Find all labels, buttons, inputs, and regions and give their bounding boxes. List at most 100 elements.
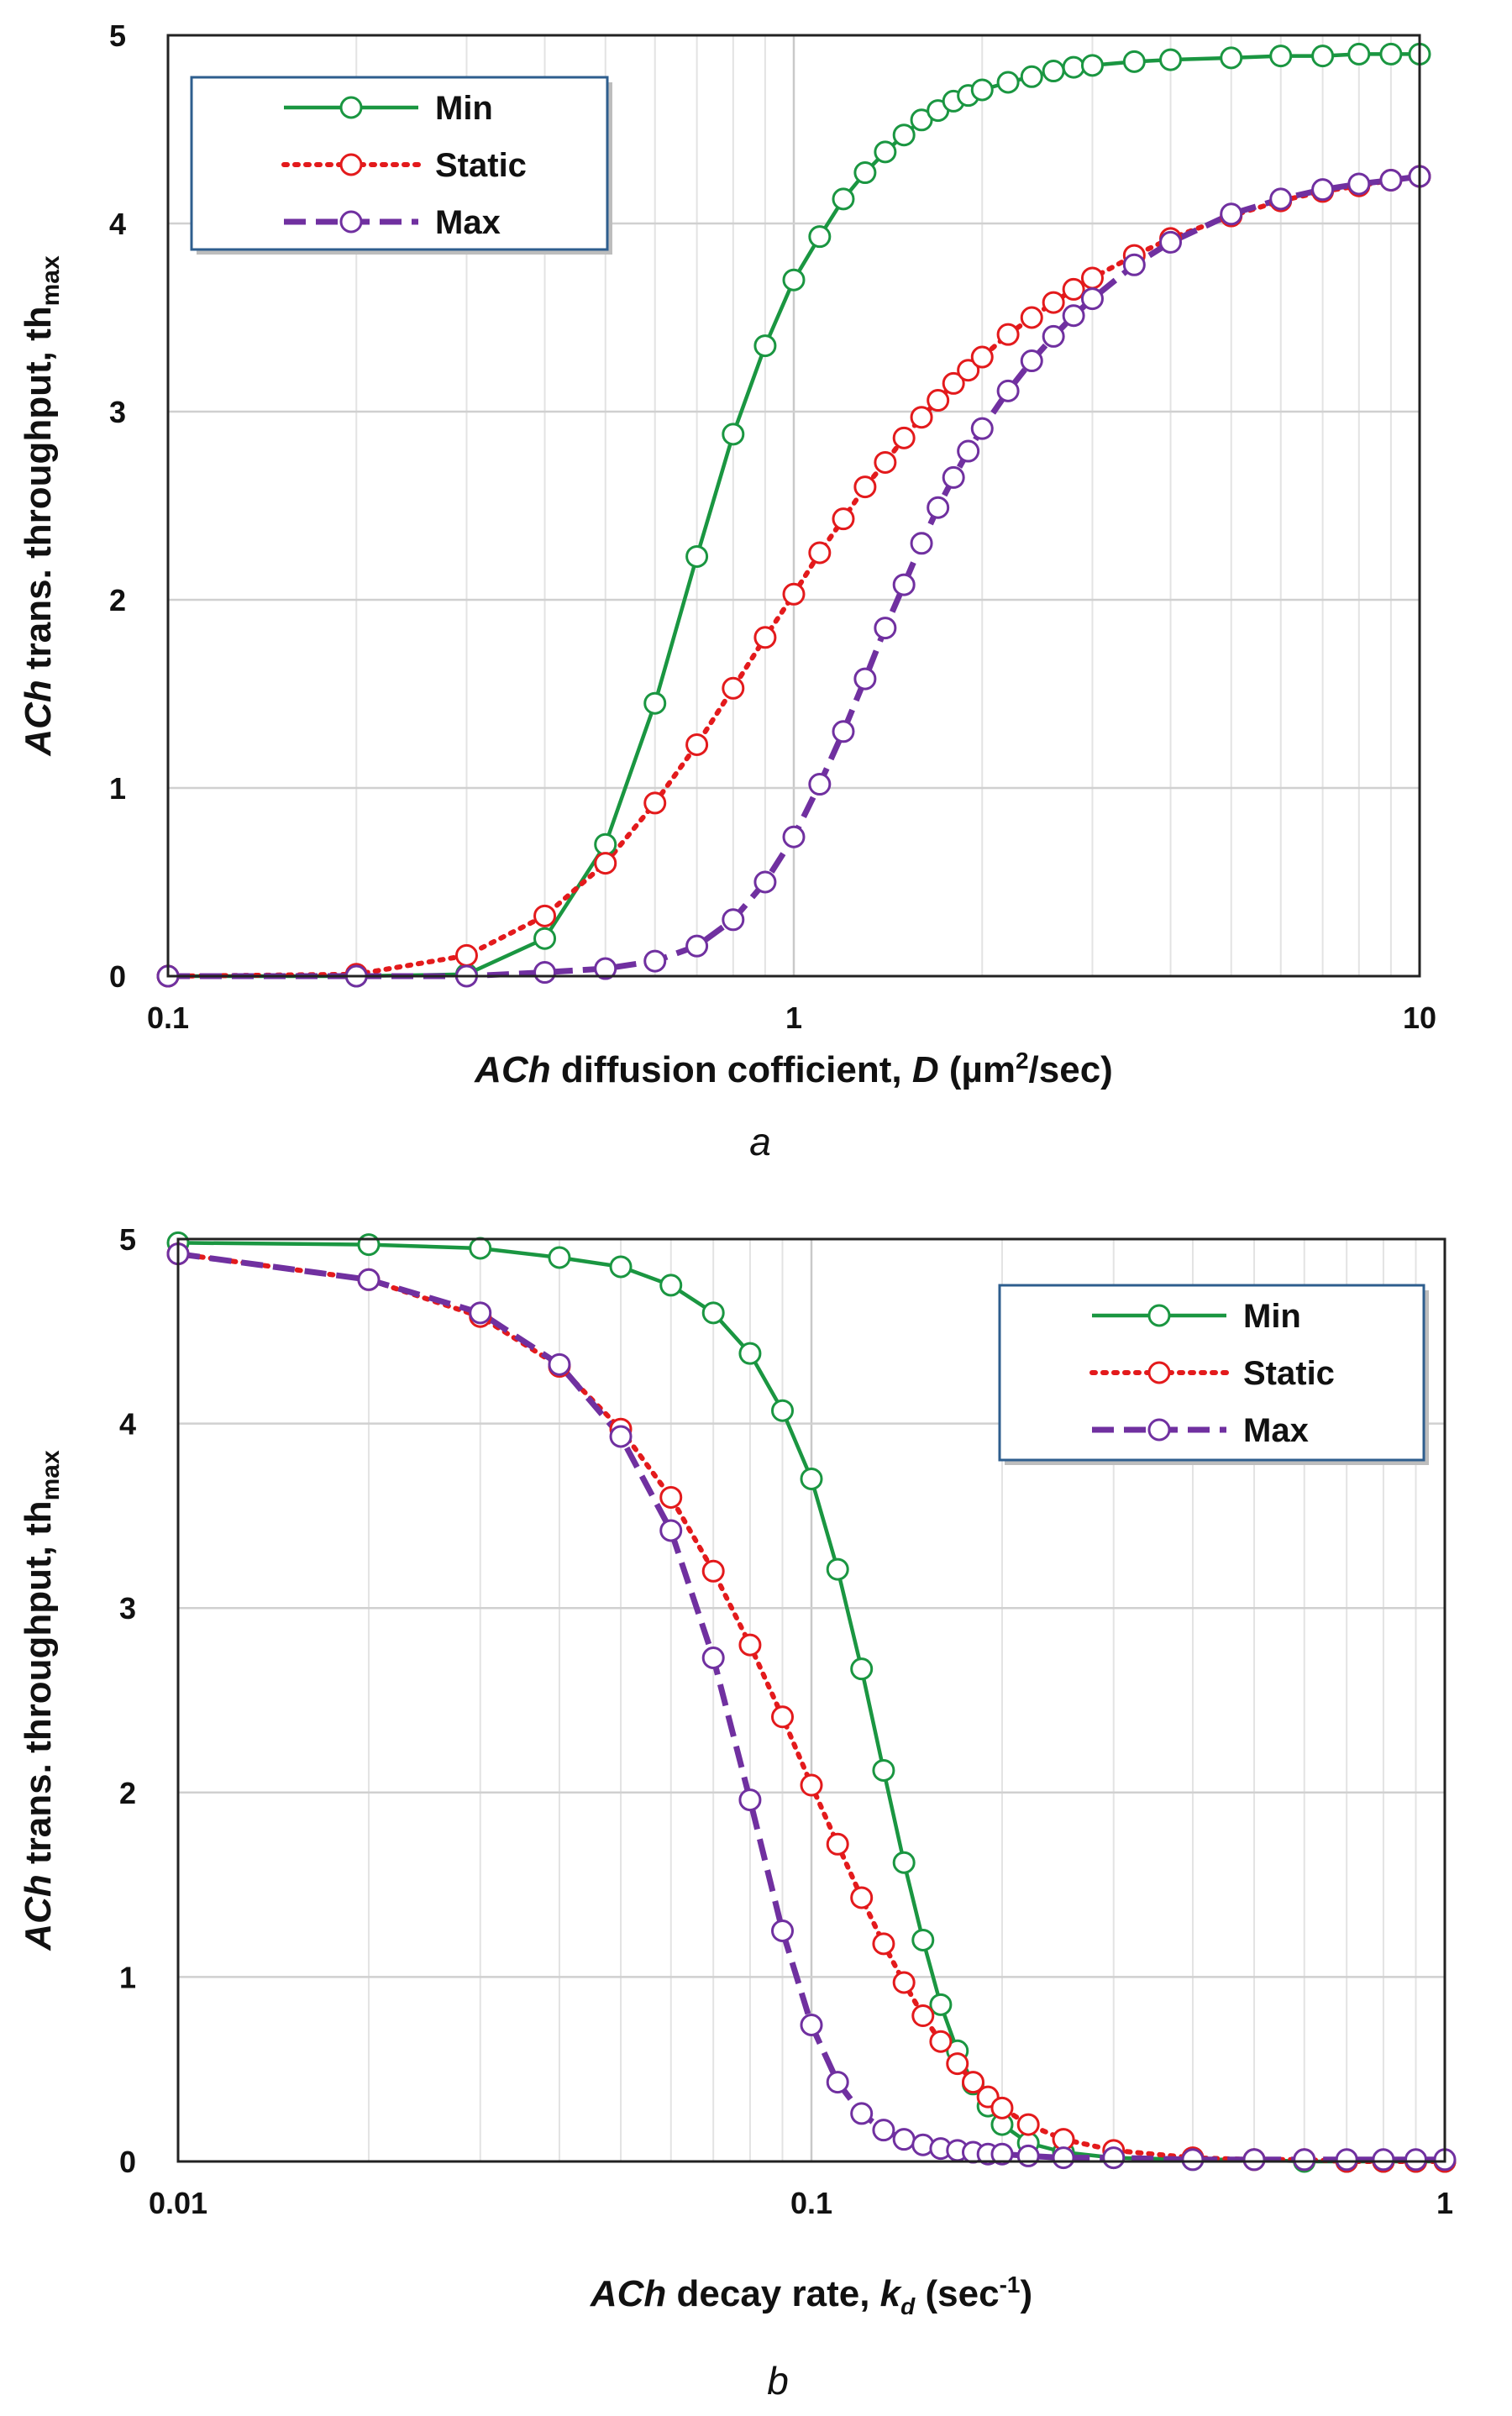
data-point-min [1220,46,1243,70]
data-point-static [853,475,877,499]
legend-label-max: Max [435,204,501,241]
data-point-max [990,2142,1014,2166]
legend-marker-min [339,96,363,119]
x-tick-label: 0.1 [790,2186,832,2220]
data-point-max [685,934,709,958]
y-axis-label: ACh trans. throughput, thmax [18,255,65,757]
data-point-max [738,1788,762,1812]
data-point-min [892,1851,916,1874]
data-point-static [782,582,806,606]
data-point-min [782,268,806,291]
data-point-min [911,1928,935,1951]
data-point-static [832,507,855,531]
data-point-max [533,961,557,985]
y-tick-label: 5 [109,18,126,53]
data-point-static [701,1559,725,1583]
data-point-max [1372,2148,1395,2172]
data-point-min [722,423,745,446]
data-point-min [996,71,1020,94]
data-point-static [594,852,617,875]
data-point-static [892,1971,916,1994]
data-point-min [800,1467,823,1490]
data-point-max [957,439,980,463]
data-point-min [738,1342,762,1365]
data-point-min [1311,45,1335,68]
data-point-min [1159,48,1183,71]
data-point-max [892,573,916,596]
x-axis-label: ACh decay rate, kd (sec-1) [590,2272,1032,2319]
data-point-max [832,720,855,743]
data-point-max [722,908,745,932]
data-point-static [643,791,667,815]
data-point-min [469,1237,492,1260]
data-point-max [357,1268,381,1291]
data-point-static [872,1932,895,1956]
data-point-static [910,406,933,429]
data-point-min [659,1274,683,1297]
x-tick-label: 10 [1403,1001,1436,1035]
data-point-max [1335,2148,1358,2172]
data-point-static [874,450,897,474]
data-point-max [770,1920,794,1942]
data-point-min [1042,60,1065,83]
data-point-min [357,1233,381,1257]
data-point-static [1042,291,1065,314]
data-point-max [892,2128,916,2151]
x-tick-label: 0.1 [147,1001,189,1035]
data-point-min [1122,50,1146,73]
y-tick-label: 3 [119,1591,136,1626]
data-point-static [1020,306,1043,329]
data-point-max [469,1301,492,1325]
legend: Min Static Max [190,76,612,255]
y-axis-label: ACh trans. throughput, thmax [18,1450,65,1951]
y-tick-label: 3 [109,395,126,429]
data-point-static [996,323,1020,346]
data-point-min [832,187,855,211]
data-point-max [609,1425,633,1448]
data-point-min [808,225,832,249]
data-point-min [872,1758,895,1782]
data-point-min [609,1255,633,1279]
legend-marker-static [1147,1361,1171,1384]
y-tick-label: 2 [119,1776,136,1810]
data-point-min [685,544,709,568]
legend-marker-static [339,153,363,176]
data-point-min [970,78,994,102]
data-point-static [961,2071,984,2094]
data-point-max [942,465,965,489]
data-point-min [533,927,557,950]
y-tick-label: 0 [119,2145,136,2179]
data-point-max [826,2071,849,2094]
data-point-max [927,496,950,519]
data-point-static [533,904,557,927]
x-axis-label: ACh diffusion cofficient, D (µm2/sec) [474,1048,1113,1090]
chart-a: 0.1 1 10 0 1 2 3 4 5 ACh diffusion cofficient, D … [18,18,1436,1163]
plot-area [166,34,1421,978]
y-tick-label: 1 [119,1960,136,1994]
data-point-max [1122,253,1146,276]
legend-label-static: Static [1243,1355,1335,1392]
x-tick-label: 1 [785,1001,802,1035]
legend-label-static: Static [435,147,527,184]
data-point-static [990,2096,1014,2119]
data-point-max [1347,172,1371,196]
data-point-min [1347,42,1371,66]
legend-label-max: Max [1243,1412,1309,1449]
data-point-static [892,426,916,449]
data-point-max [996,379,1020,402]
data-point-max [910,532,933,555]
legend-marker-max [1147,1418,1171,1442]
data-point-static [942,371,965,395]
data-point-max [872,2119,895,2142]
data-point-min [874,140,897,164]
data-point-static [957,359,980,382]
data-point-max [853,667,877,691]
data-point-min [1269,45,1293,68]
data-point-max [1220,202,1243,226]
data-point-max [1269,187,1293,211]
data-point-min [1062,55,1085,79]
x-tick-label: 0.01 [149,2186,207,2220]
data-point-max [1293,2148,1316,2172]
data-point-max [659,1519,683,1542]
data-point-static [659,1485,683,1509]
